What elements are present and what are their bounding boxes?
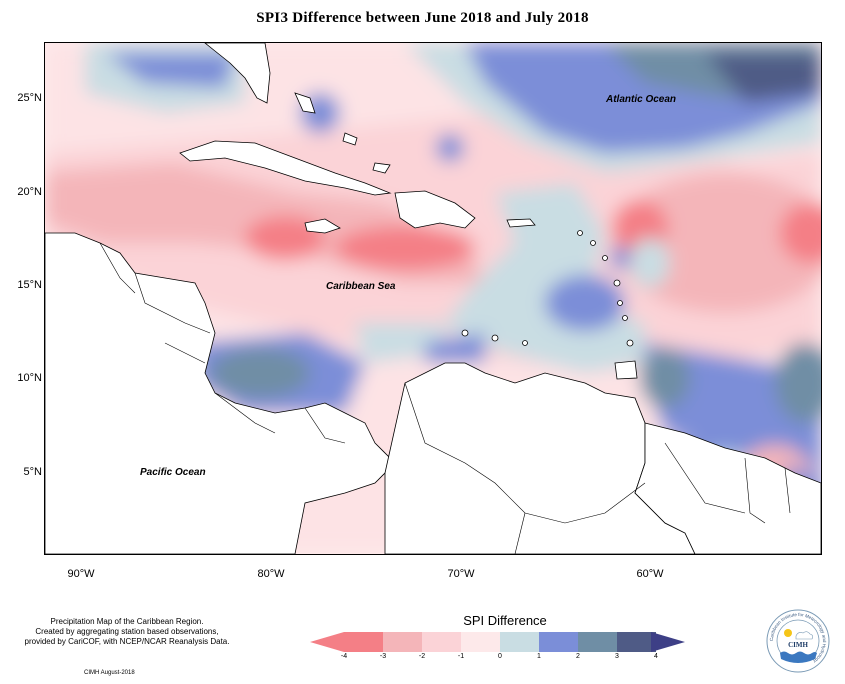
legend-swatch-0 [344,632,383,652]
caribbean-sea-label: Caribbean Sea [326,281,396,292]
legend-tick-2: 2 [576,653,580,660]
atlantic-ocean-label: Atlantic Ocean [606,94,677,105]
legend-tick-1: 1 [537,653,541,660]
cloud-icon [795,631,813,640]
legend-swatch-6 [578,632,617,652]
legend-tick-0: 0 [498,653,502,660]
legend-swatch-5 [539,632,578,652]
lon-label-90w: 90°W [67,568,95,580]
lat-label-15n: 15°N [17,279,42,291]
lon-label-60w: 60°W [636,568,664,580]
lat-label-5n: 5°N [23,466,42,478]
cimh-logo: Caribbean Institute for Meteorology and … [766,609,830,673]
map-area [44,42,822,555]
note-line-2: Created by aggregating station based obs… [35,627,219,636]
spi-difference-map [45,43,821,554]
lat-label-25n: 25°N [17,92,42,104]
pacific-ocean-label: Pacific Ocean [140,467,206,478]
lon-label-80w: 80°W [257,568,285,580]
legend-colorbar [310,632,685,652]
legend-swatch-3 [461,632,500,652]
legend-title: SPI Difference [463,613,547,628]
legend-swatch-2 [422,632,461,652]
legend-tick-3: 3 [615,653,619,660]
legend-arrow-left [310,632,344,652]
credit-text: CIMH August-2018 [84,670,135,676]
logo-name: CIMH [788,641,808,649]
legend-arrow-right [651,632,685,652]
legend-tick-neg4: -4 [340,653,348,660]
note-line-3: provided by CariCOF, with NCEP/NCAR Rean… [24,637,230,646]
sun-icon [784,629,792,637]
wave-icon [780,651,817,663]
legend-tick-neg1: -1 [457,653,465,660]
legend-swatches [344,632,656,652]
legend-tick-4: 4 [654,653,658,660]
legend-tick-neg3: -3 [379,653,387,660]
legend-swatch-7 [617,632,656,652]
legend-swatch-1 [383,632,422,652]
lon-label-70w: 70°W [447,568,475,580]
legend-swatch-4 [500,632,539,652]
lat-label-20n: 20°N [17,186,42,198]
legend-tick-neg2: -2 [418,653,426,660]
map-title: SPI3 Difference between June 2018 and Ju… [256,10,589,26]
note-line-1: Precipitation Map of the Caribbean Regio… [50,617,204,626]
lat-label-10n: 10°N [17,372,42,384]
